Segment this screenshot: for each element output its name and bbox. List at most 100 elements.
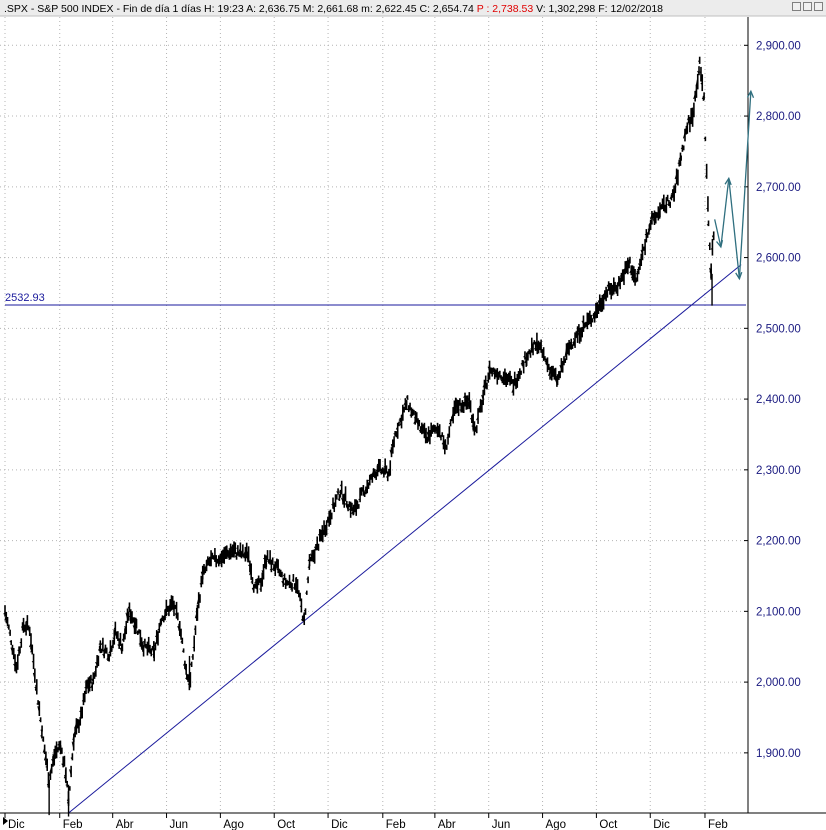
price-bar: [627, 260, 630, 269]
price-bar: [31, 653, 35, 670]
price-bar: [660, 198, 664, 210]
price-bar: [288, 581, 292, 589]
x-tick-label: Dic: [8, 819, 25, 830]
price-bar: [625, 257, 629, 275]
price-bar: [651, 212, 655, 219]
price-bar: [594, 302, 597, 319]
price-bar: [454, 398, 457, 407]
price-bar: [100, 637, 104, 652]
price-bar: [515, 373, 519, 388]
price-bar: [546, 363, 550, 370]
price-bar: [259, 577, 262, 592]
price-bar: [102, 650, 105, 659]
y-tick-label: 2,300.00: [756, 465, 801, 477]
projection-segment: [738, 91, 752, 279]
price-bar: [113, 621, 117, 635]
price-bar: [690, 112, 694, 127]
price-bar: [257, 578, 261, 583]
price-bar: [291, 574, 295, 582]
price-bar: [15, 654, 19, 670]
price-bar: [643, 239, 646, 256]
price-bar: [242, 553, 245, 559]
price-bar: [256, 575, 260, 586]
price-bar: [43, 751, 47, 766]
price-bar: [243, 546, 247, 562]
price-bar: [227, 551, 231, 560]
price-bar: [599, 297, 602, 313]
price-bar: [290, 583, 293, 592]
x-tick-label: Dic: [331, 819, 348, 830]
price-bar: [592, 311, 596, 323]
price-bar: [694, 84, 698, 98]
price-bar: [665, 194, 669, 202]
price-bar: [463, 392, 466, 406]
price-bar: [131, 617, 135, 623]
scroll-arrow[interactable]: [3, 817, 8, 825]
price-bar: [674, 168, 678, 185]
price-bar: [698, 56, 701, 64]
price-bar: [686, 115, 690, 124]
price-bar: [333, 494, 337, 507]
price-bar: [685, 122, 689, 134]
h-value: 19:23: [217, 3, 243, 15]
price-bar: [292, 583, 296, 590]
price-bar: [48, 770, 52, 780]
x-axis: Dic Feb Abr Jun Ago Oct Dic Feb Abr Jun Ago Oct Dic F…: [0, 812, 826, 830]
price-bar: [587, 310, 591, 325]
price-bar: [658, 202, 661, 218]
price-bar: [11, 647, 15, 660]
price-bar: [246, 546, 250, 563]
annotations: 2532.93: [5, 89, 755, 814]
price-bar: [548, 366, 552, 374]
restore-icon[interactable]: [803, 2, 812, 11]
price-bar: [226, 549, 229, 557]
price-bar: [107, 654, 110, 662]
price-bar: [361, 485, 365, 496]
y-tick-label: 2,200.00: [756, 536, 801, 548]
price-bar: [85, 679, 88, 689]
price-bar: [61, 756, 64, 768]
price-bar: [351, 504, 355, 515]
price-bar: [528, 350, 532, 358]
price-bar: [543, 356, 546, 361]
projection-segment: [714, 219, 722, 248]
x-tick-label: Dic: [653, 819, 670, 830]
x-tick-label: Ago: [223, 819, 243, 830]
price-bar: [630, 265, 634, 281]
price-bar: [310, 550, 313, 562]
price-bar: [476, 408, 479, 424]
x-tick-label: Feb: [63, 819, 83, 830]
price-bar: [281, 577, 285, 587]
price-bar: [380, 467, 384, 474]
x-tick-label: Ago: [546, 819, 566, 830]
price-bar: [405, 395, 409, 400]
price-bar: [270, 557, 274, 565]
price-bar: [688, 116, 691, 133]
price-bar: [89, 674, 92, 684]
price-bar: [668, 201, 671, 208]
trendline[interactable]: [68, 264, 742, 814]
price-bar: [236, 545, 239, 556]
close-icon[interactable]: [814, 2, 823, 11]
price-bar: [41, 736, 45, 742]
price-bar: [118, 632, 122, 646]
price-bar: [196, 592, 200, 609]
minimize-icon[interactable]: [792, 2, 801, 11]
price-bar: [59, 747, 63, 754]
price-bar: [710, 238, 714, 256]
price-bar: [408, 402, 411, 411]
price-bar: [269, 560, 273, 573]
price-bar: [30, 644, 34, 655]
play-arrow-icon[interactable]: [3, 817, 8, 825]
x-tick-label: Feb: [708, 819, 728, 830]
period: Fin de día 1 días: [123, 3, 201, 15]
price-bar: [57, 741, 60, 751]
price-bar: [169, 595, 173, 611]
price-bar: [461, 401, 465, 413]
price-bar: [486, 372, 490, 383]
price-bar: [487, 366, 491, 380]
price-bar: [421, 424, 424, 434]
f-label: F:: [598, 3, 607, 15]
price-bar: [672, 190, 675, 202]
